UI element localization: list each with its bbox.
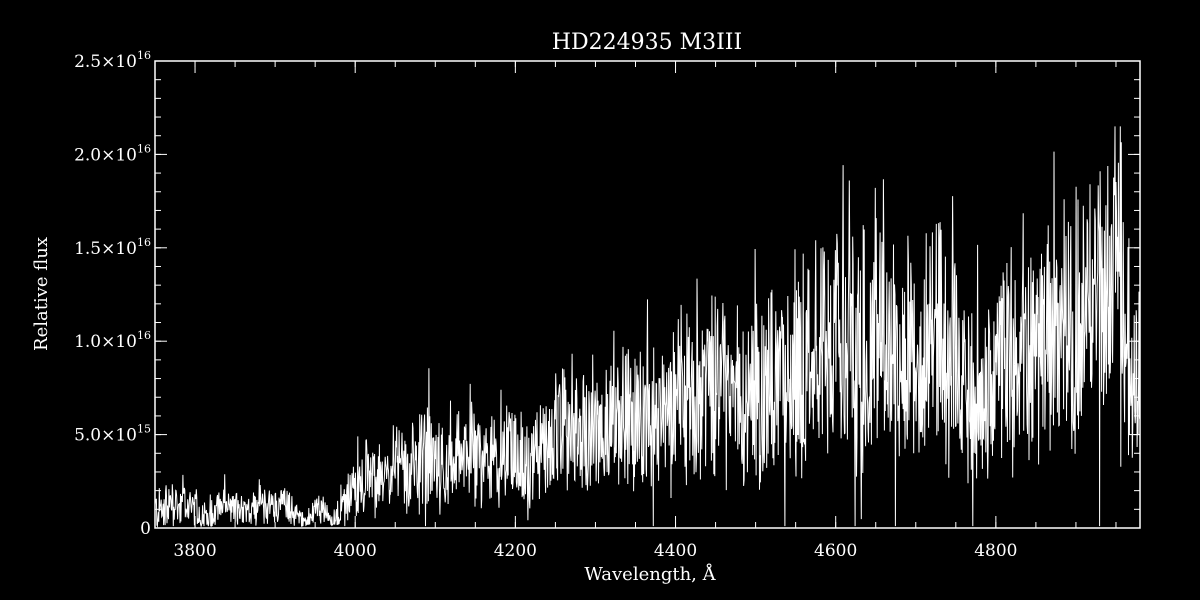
plot-frame (154, 60, 1141, 529)
x-tick-label: 4400 (654, 541, 697, 561)
y-tick-label: 0 (140, 519, 151, 539)
x-tick-label: 4600 (814, 541, 857, 561)
x-tick-label: 3800 (173, 541, 216, 561)
x-axis-label: Wavelength, Å (584, 563, 716, 585)
y-tick-label: 1.5×1016 (74, 236, 151, 259)
axis-ticks (154, 60, 1140, 529)
axis-tick-labels: 3800 4000 4200 4400 4600 4800 0 5.0×1015 1.0×101… (74, 49, 1017, 561)
y-axis-label: Relative flux (31, 237, 52, 351)
x-tick-label: 4800 (974, 541, 1017, 561)
y-tick-label: 2.5×1016 (74, 49, 151, 72)
spectrum-line (154, 126, 1140, 528)
x-tick-label: 4200 (494, 541, 537, 561)
y-tick-label: 1.0×1016 (74, 329, 151, 352)
y-tick-label: 5.0×1015 (74, 423, 151, 446)
y-tick-label: 2.0×1016 (74, 142, 151, 165)
x-tick-label: 4000 (334, 541, 377, 561)
chart-title: HD224935 M3III (552, 30, 742, 55)
